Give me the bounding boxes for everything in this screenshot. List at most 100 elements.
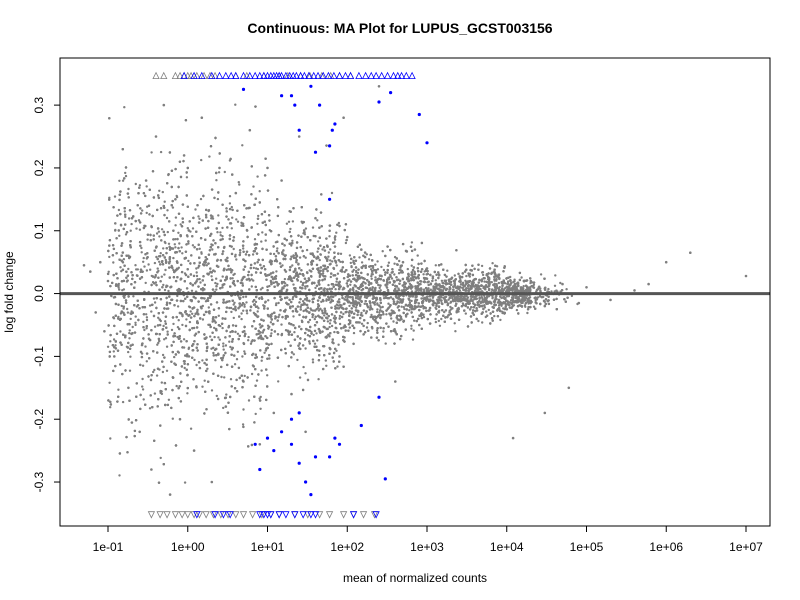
data-point [303, 233, 307, 236]
data-point [132, 295, 135, 298]
data-point [106, 345, 110, 348]
data-point [311, 226, 315, 229]
data-point [160, 381, 163, 384]
data-point [217, 171, 221, 174]
data-point [352, 277, 355, 281]
data-point [187, 242, 190, 245]
data-point [302, 309, 305, 313]
data-point [117, 282, 121, 286]
data-point [304, 227, 308, 230]
data-point [553, 290, 556, 293]
data-point [380, 265, 383, 269]
data-point [317, 240, 320, 243]
data-point [378, 311, 381, 314]
data-point [209, 325, 212, 329]
data-point [363, 302, 366, 305]
data-point [228, 306, 231, 310]
data-point [331, 260, 334, 263]
data-point [495, 265, 499, 268]
data-point [210, 389, 214, 392]
data-point [422, 276, 426, 280]
data-point [352, 268, 355, 272]
data-point [135, 268, 138, 271]
data-point [124, 233, 128, 236]
data-point [194, 208, 197, 211]
data-point [134, 264, 137, 267]
data-point [335, 280, 338, 283]
data-point [257, 214, 260, 218]
data-point [484, 284, 488, 287]
data-point [333, 238, 337, 241]
data-point [348, 326, 351, 329]
data-point [388, 273, 392, 276]
data-point [298, 376, 302, 379]
data-point [311, 315, 314, 319]
data-point [140, 246, 143, 250]
data-point [162, 283, 165, 287]
data-point [256, 175, 259, 178]
data-point [376, 260, 379, 263]
data-point [118, 288, 121, 291]
data-point [381, 305, 384, 309]
data-point [164, 320, 167, 323]
data-point [267, 315, 270, 318]
data-point [453, 274, 456, 277]
data-point [158, 189, 161, 192]
data-point [434, 279, 437, 282]
data-point [155, 255, 158, 259]
data-point [291, 296, 295, 299]
data-point [547, 287, 550, 291]
data-point [458, 289, 462, 292]
data-point [159, 150, 163, 154]
data-point [329, 259, 332, 262]
data-point [387, 302, 390, 305]
data-point [291, 297, 294, 301]
data-point [242, 247, 245, 250]
data-point [214, 359, 217, 362]
data-point [298, 256, 302, 259]
data-point [280, 323, 283, 326]
data-point [176, 305, 180, 308]
data-point [223, 170, 226, 174]
data-point [429, 282, 433, 285]
data-point [332, 317, 336, 320]
data-point [241, 144, 244, 147]
data-point [402, 311, 405, 314]
data-point [121, 289, 124, 292]
data-point [153, 368, 156, 372]
data-point [349, 283, 352, 286]
data-point [334, 288, 337, 291]
data-point [141, 385, 144, 388]
data-point [269, 321, 273, 324]
data-point [189, 310, 192, 313]
data-point [499, 318, 502, 322]
data-point [390, 277, 394, 280]
data-point [311, 358, 315, 361]
data-point [321, 272, 325, 275]
data-point [381, 310, 385, 314]
data-point [219, 234, 222, 237]
data-point [337, 221, 341, 225]
data-point [565, 288, 568, 291]
data-point [155, 232, 159, 235]
data-point [150, 310, 153, 313]
data-point [138, 184, 142, 187]
data-point [440, 317, 443, 321]
data-point [328, 322, 332, 325]
data-point [159, 456, 162, 460]
data-point [123, 106, 126, 109]
data-point [185, 176, 189, 179]
data-point [356, 297, 360, 300]
data-point [487, 308, 490, 312]
data-point [118, 234, 121, 237]
data-point [348, 304, 351, 308]
data-point [330, 287, 334, 290]
data-point [335, 303, 339, 306]
data-point [352, 331, 356, 335]
data-point [240, 317, 243, 321]
data-point [293, 331, 296, 334]
data-point [222, 342, 225, 345]
data-point [413, 319, 416, 322]
data-point [157, 316, 160, 319]
data-point [260, 359, 263, 362]
